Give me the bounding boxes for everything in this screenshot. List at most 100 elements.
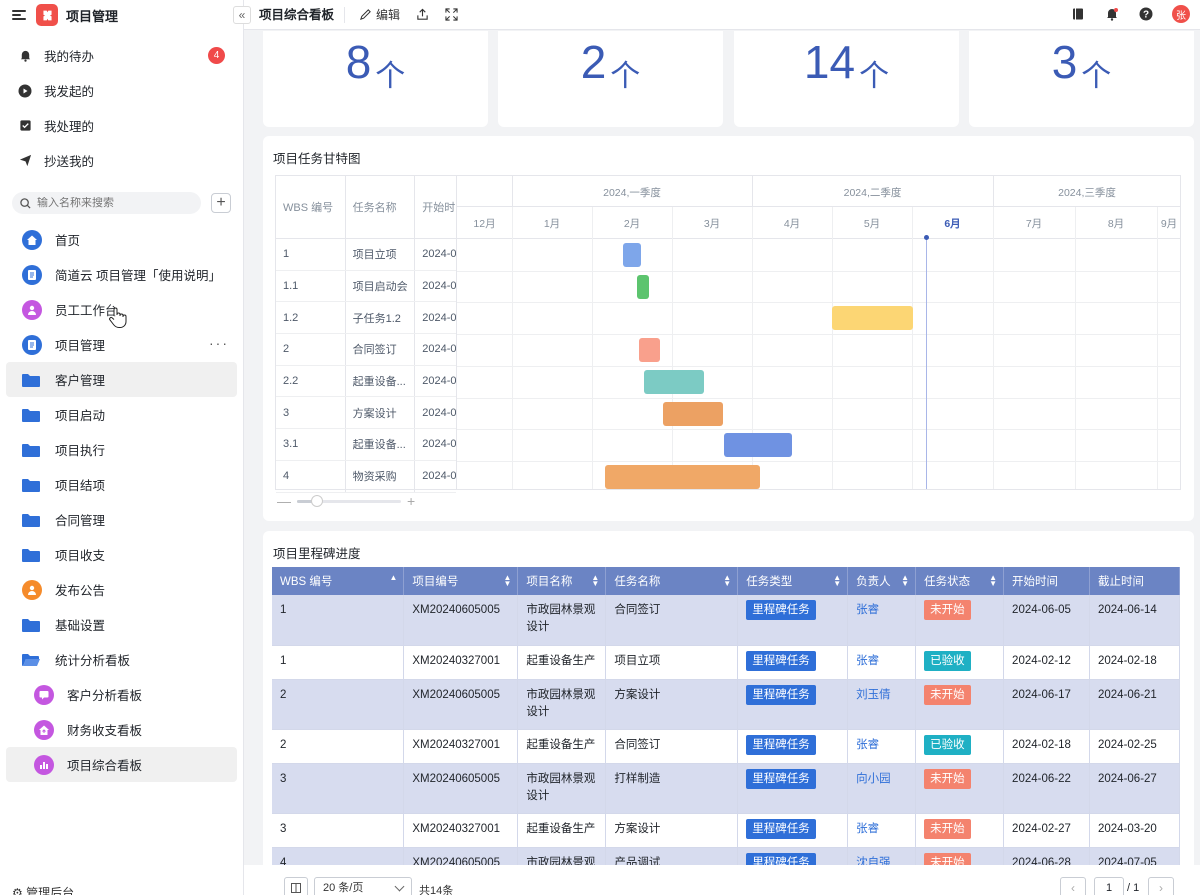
book-icon[interactable] [1070, 6, 1086, 22]
sidebar-item[interactable]: 项目启动 [6, 397, 237, 432]
table-row[interactable]: 1 XM20240327001 起重设备生产 项目立项 里程碑任务 张睿 已验收 2024-0… [272, 645, 1180, 680]
prev-page-button[interactable]: ‹ [1060, 877, 1086, 895]
notification-icon[interactable] [1104, 6, 1120, 22]
gantt-task-name: 项目启动会 [346, 270, 416, 302]
sort-icon[interactable]: ▲ ▼ [591, 573, 600, 588]
cell-project-name: 市政园林景观设计 [517, 595, 607, 646]
avatar[interactable]: 张 [1172, 5, 1190, 23]
owner-link[interactable]: 向小园 [856, 772, 891, 785]
gantt-task-bar[interactable] [644, 369, 704, 394]
edit-button[interactable]: 编辑 [359, 6, 400, 23]
current-page-input[interactable]: 1 [1094, 877, 1124, 895]
gantt-task-bar[interactable] [724, 433, 792, 458]
sidebar-item[interactable]: 合同管理 [6, 502, 237, 537]
table-header-cell[interactable]: 截止时间 [1089, 567, 1180, 595]
sidebar-item[interactable]: 简道云 项目管理「使用说明」 [6, 257, 237, 292]
zoom-out-icon[interactable]: — [277, 493, 291, 509]
zoom-slider-handle[interactable] [311, 494, 323, 507]
sidebar-item[interactable]: 发布公告 [6, 572, 237, 607]
sidebar-item[interactable]: 项目执行 [6, 432, 237, 467]
table-header-cell[interactable]: 任务名称 ▲ ▼ [605, 567, 739, 595]
owner-link[interactable]: 张睿 [856, 822, 880, 835]
share-button[interactable] [416, 8, 433, 21]
sidebar-item[interactable]: 基础设置 [6, 607, 237, 642]
sidebar-item[interactable]: 财务收支看板 [6, 712, 237, 747]
table-header-cell[interactable]: 任务状态 ▲ ▼ [915, 567, 1005, 595]
search-input[interactable] [37, 197, 187, 209]
cell-owner[interactable]: 张睿 [847, 729, 917, 764]
owner-link[interactable]: 张睿 [856, 654, 880, 667]
table-header-cell[interactable]: 项目编号 ▲ ▼ [403, 567, 519, 595]
cell-owner[interactable]: 张睿 [847, 595, 917, 646]
table-row[interactable]: 3 XM20240605005 市政园林景观设计 打样制造 里程碑任务 向小园 未开始 202… [272, 763, 1180, 814]
table-row[interactable]: 2 XM20240327001 起重设备生产 合同签订 里程碑任务 张睿 已验收 2024-0… [272, 729, 1180, 764]
gantt-task-row[interactable]: 1.2 子任务1.2 2024-0 [276, 302, 456, 335]
todo-item[interactable]: 我处理的 [0, 108, 243, 143]
table-header-cell[interactable]: WBS 编号 ▲ [272, 567, 405, 595]
sidebar-item[interactable]: 项目结项 [6, 467, 237, 502]
gantt-task-bar[interactable] [832, 306, 913, 331]
gantt-task-row[interactable]: 1 项目立项 2024-0 [276, 239, 456, 271]
cell-status: 未开始 [915, 595, 1005, 646]
owner-link[interactable]: 张睿 [856, 738, 880, 751]
cell-owner[interactable]: 向小园 [847, 763, 917, 814]
zoom-slider[interactable] [297, 494, 401, 507]
todo-item[interactable]: 我的待办 4 [0, 38, 243, 73]
owner-link[interactable]: 刘玉倩 [856, 688, 891, 701]
sort-icon[interactable]: ▲ ▼ [989, 573, 998, 588]
gantt-task-bar[interactable] [637, 274, 649, 299]
menu-icon[interactable] [12, 10, 26, 20]
gantt-task-bar[interactable] [663, 401, 723, 426]
gantt-wbs: 2.2 [276, 365, 346, 397]
sidebar-item[interactable]: 首页 [6, 222, 237, 257]
play-circle-icon [18, 84, 32, 98]
sort-icon[interactable]: ▲ ▼ [723, 573, 732, 588]
add-button[interactable]: + [211, 193, 231, 213]
todo-item[interactable]: 我发起的 [0, 73, 243, 108]
todo-item[interactable]: 抄送我的 [0, 143, 243, 178]
gantt-task-bar[interactable] [639, 338, 660, 363]
sidebar-item[interactable]: 项目管理 ··· [6, 327, 237, 362]
gantt-task-row[interactable]: 1.1 项目启动会 2024-0 [276, 270, 456, 303]
cell-owner[interactable]: 张睿 [847, 645, 917, 680]
sidebar-item[interactable]: 项目综合看板 [6, 747, 237, 782]
owner-link[interactable]: 张睿 [856, 604, 880, 616]
sidebar-item[interactable]: 统计分析看板 [6, 642, 237, 677]
cell-owner[interactable]: 刘玉倩 [847, 679, 917, 730]
table-row[interactable]: 1 XM20240605005 市政园林景观设计 合同签订 里程碑任务 张睿 未开始 2024… [272, 595, 1180, 646]
sort-icon[interactable]: ▲ ▼ [833, 573, 842, 588]
gantt-task-row[interactable]: 2.2 起重设备... 2024-0 [276, 365, 456, 398]
gantt-task-bar[interactable] [605, 464, 760, 489]
cell-owner[interactable]: 张睿 [847, 813, 917, 848]
next-page-button[interactable]: › [1148, 877, 1174, 895]
collapse-sidebar-button[interactable]: « [233, 5, 251, 24]
help-icon[interactable]: ? [1138, 6, 1154, 22]
gantt-task-row[interactable]: 3 方案设计 2024-0 [276, 397, 456, 430]
sidebar-item[interactable]: 项目收支 [6, 537, 237, 572]
sidebar-item[interactable]: 客户分析看板 [6, 677, 237, 712]
table-row[interactable]: 3 XM20240327001 起重设备生产 方案设计 里程碑任务 张睿 未开始 2024-0… [272, 813, 1180, 848]
more-icon[interactable]: ··· [209, 335, 229, 351]
column-settings-icon[interactable] [284, 877, 308, 895]
table-header-cell[interactable]: 项目名称 ▲ ▼ [517, 567, 607, 595]
table-header-cell[interactable]: 负责人 ▲ ▼ [847, 567, 917, 595]
sort-icon[interactable]: ▲ ▼ [503, 573, 512, 588]
table-header-cell[interactable]: 开始时间 [1003, 567, 1090, 595]
gantt-timeline[interactable]: 2024,一季度 2024,二季度 2024,三季度 12月 1月 2月 3月 4月 5月 6月… [457, 176, 1180, 489]
gantt-task-bar[interactable] [623, 243, 641, 267]
fullscreen-button[interactable] [445, 8, 462, 21]
page-size-select[interactable]: 20 条/页 [314, 877, 412, 895]
gantt-task-row[interactable]: 2 合同签订 2024-0 [276, 334, 456, 366]
sort-icon[interactable]: ▲ [389, 573, 398, 582]
gantt-task-row[interactable]: 4 物资采购 2024-0 [276, 460, 456, 493]
search-box[interactable] [12, 192, 201, 214]
table-header-cell[interactable]: 任务类型 ▲ ▼ [737, 567, 849, 595]
sidebar-item[interactable]: 客户管理 [6, 362, 237, 397]
sort-icon[interactable]: ▲ ▼ [901, 573, 910, 588]
zoom-in-icon[interactable]: + [407, 493, 416, 509]
admin-link[interactable]: ⚙ 管理后台 [12, 884, 74, 895]
sidebar-item[interactable]: 员工工作台 [6, 292, 237, 327]
gantt-task-row[interactable]: 3.1 起重设备... 2024-0 [276, 429, 456, 461]
table-row[interactable]: 2 XM20240605005 市政园林景观设计 方案设计 里程碑任务 刘玉倩 未开始 202… [272, 679, 1180, 730]
